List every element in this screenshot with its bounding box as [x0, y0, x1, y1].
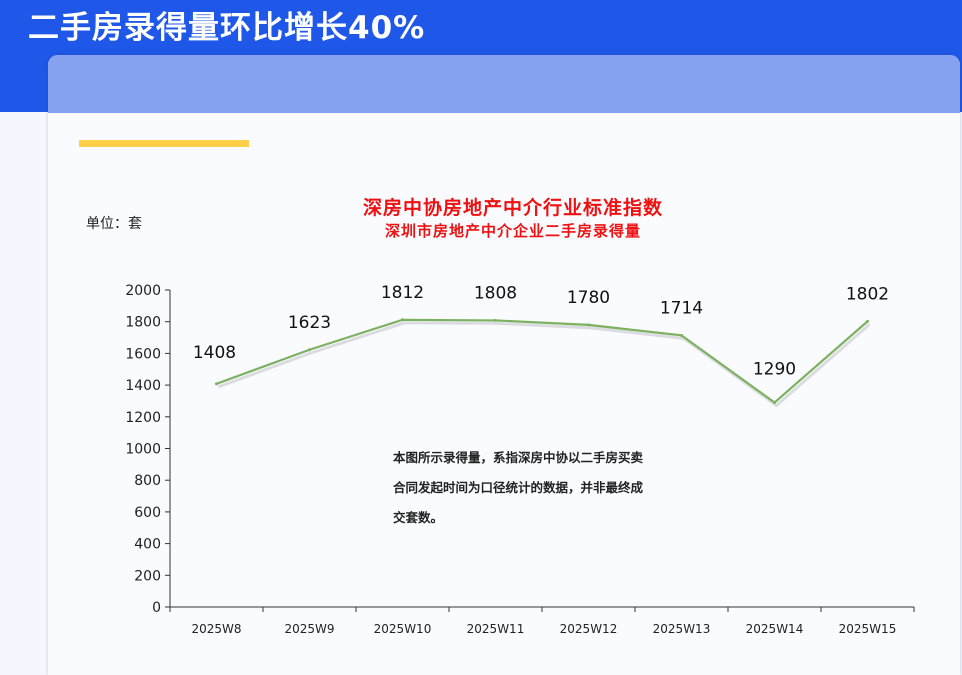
data-label: 1812 — [381, 283, 424, 303]
data-point — [866, 319, 869, 323]
data-point — [587, 323, 590, 327]
chart-note: 本图所示录得量，系指深房中协以二手房买卖合同发起时间为口径统计的数据，并非最终成… — [393, 450, 644, 525]
data-label: 1290 — [753, 360, 796, 380]
y-tick-label: 1600 — [125, 346, 161, 362]
line-chart: 0 200 400 600 800 1000 1200 1400 1600 1800 2000 202… — [125, 283, 915, 636]
data-label: 1623 — [288, 313, 331, 333]
data-point — [680, 333, 683, 337]
chart-subtitle: 深圳市房地产中介企业二手房录得量 — [384, 222, 641, 240]
x-tick-label: 2025W15 — [839, 622, 897, 636]
data-point — [308, 348, 311, 352]
x-tick-label: 2025W8 — [191, 622, 241, 636]
accent-bar — [79, 140, 249, 147]
y-tick-label: 400 — [134, 537, 161, 553]
page-headline: 二手房录得量环比增长40% — [28, 10, 426, 46]
data-label: 1780 — [567, 288, 610, 308]
unit-label: 单位：套 — [86, 216, 142, 232]
data-point — [401, 318, 404, 322]
data-label: 1808 — [474, 283, 517, 303]
y-tick-label: 800 — [134, 473, 161, 489]
data-label: 1714 — [660, 298, 703, 318]
y-tick-label: 1800 — [125, 315, 161, 331]
y-tick-label: 200 — [134, 568, 161, 584]
y-tick-label: 600 — [134, 505, 161, 521]
y-tick-label: 1400 — [125, 378, 161, 394]
data-label: 1802 — [846, 284, 889, 304]
data-label: 1408 — [193, 343, 236, 363]
data-point — [773, 401, 776, 405]
x-tick-label: 2025W10 — [374, 622, 432, 636]
series-line-shadow — [217, 321, 871, 408]
data-point — [494, 318, 497, 322]
chart-title: 深房中协房地产中介行业标准指数 — [362, 197, 663, 219]
series-line — [216, 318, 869, 404]
data-point — [215, 382, 218, 386]
x-tick-label: 2025W12 — [560, 622, 618, 636]
y-tick-label: 1000 — [125, 442, 161, 458]
x-tick-label: 2025W14 — [746, 622, 804, 636]
y-tick-label: 1200 — [125, 410, 161, 426]
y-tick-label: 2000 — [125, 283, 161, 299]
chart-card: 单位：套 深房中协房地产中介行业标准指数 深圳市房地产中介企业二手房录得量 本图… — [48, 55, 960, 675]
x-tick-label: 2025W11 — [467, 622, 525, 636]
x-tick-label: 2025W13 — [653, 622, 711, 636]
x-tick-label: 2025W9 — [284, 622, 334, 636]
y-tick-label: 0 — [152, 600, 161, 616]
card-header — [48, 55, 960, 113]
